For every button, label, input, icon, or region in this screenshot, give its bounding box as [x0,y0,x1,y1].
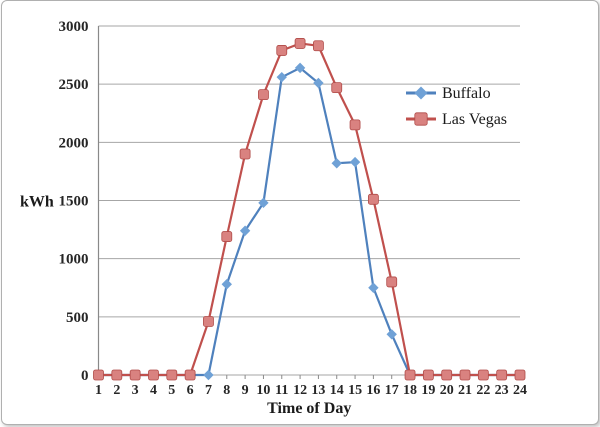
svg-text:1500: 1500 [59,194,89,210]
svg-text:19: 19 [421,383,435,398]
svg-text:1000: 1000 [59,252,89,268]
svg-text:3000: 3000 [59,19,89,35]
svg-text:24: 24 [513,383,527,398]
svg-text:16: 16 [366,383,380,398]
svg-text:kWh: kWh [20,194,54,211]
svg-text:7: 7 [205,383,212,398]
svg-text:22: 22 [476,383,490,398]
svg-text:13: 13 [311,383,325,398]
svg-text:Time of Day: Time of Day [267,400,351,417]
svg-text:4: 4 [150,383,157,398]
svg-text:23: 23 [495,383,509,398]
svg-text:14: 14 [330,383,344,398]
svg-text:8: 8 [223,383,230,398]
svg-text:500: 500 [66,310,89,326]
svg-text:17: 17 [385,383,399,398]
svg-text:Buffalo: Buffalo [442,85,491,102]
svg-text:12: 12 [293,383,307,398]
svg-text:10: 10 [256,383,270,398]
svg-text:18: 18 [403,383,417,398]
svg-text:11: 11 [275,383,288,398]
svg-text:5: 5 [168,383,175,398]
svg-text:6: 6 [187,383,194,398]
svg-text:2000: 2000 [59,135,89,151]
svg-text:2500: 2500 [59,77,89,93]
svg-text:21: 21 [458,383,472,398]
svg-text:15: 15 [348,383,362,398]
svg-text:1: 1 [95,383,102,398]
svg-text:0: 0 [81,368,89,384]
svg-text:Las Vegas: Las Vegas [442,111,507,128]
svg-text:2: 2 [113,383,120,398]
svg-text:20: 20 [440,383,454,398]
svg-text:3: 3 [132,383,139,398]
svg-text:9: 9 [242,383,249,398]
